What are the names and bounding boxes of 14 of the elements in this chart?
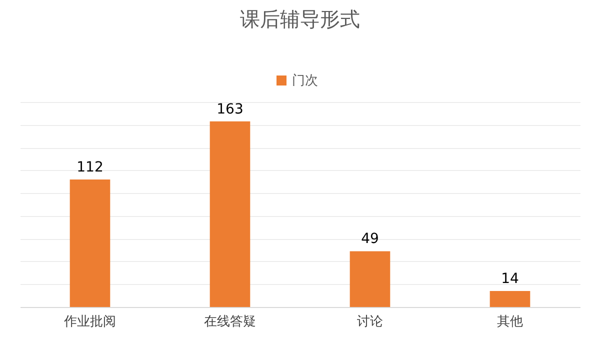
data-label: 49 — [361, 231, 379, 248]
legend-label: 门次 — [292, 72, 318, 88]
x-tick-label: 其他 — [497, 314, 523, 330]
bar — [70, 179, 110, 307]
data-label: 112 — [76, 159, 104, 176]
data-label: 163 — [216, 101, 244, 118]
bar — [350, 251, 390, 307]
data-label: 14 — [501, 271, 519, 288]
x-tick-label: 在线答疑 — [204, 314, 256, 330]
chart-title: 课后辅导形式 — [240, 7, 360, 31]
bar — [210, 121, 250, 307]
bar — [490, 291, 530, 307]
x-tick-label: 作业批阅 — [63, 314, 116, 330]
x-tick-label: 讨论 — [357, 314, 383, 330]
